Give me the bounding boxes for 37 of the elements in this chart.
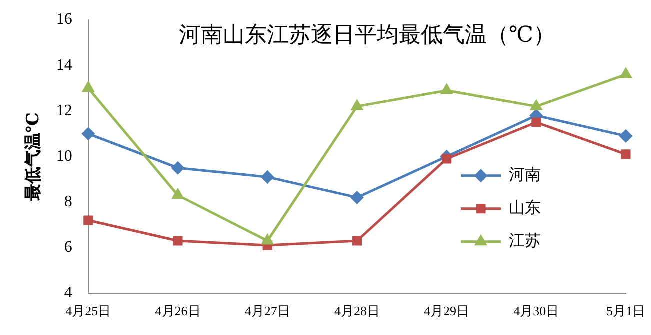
point — [352, 236, 362, 246]
point — [262, 234, 274, 245]
point — [620, 130, 632, 142]
x-tick-label: 5月1日 — [606, 304, 646, 319]
y-tick-label: 4 — [64, 284, 72, 302]
point — [350, 191, 364, 204]
point — [172, 162, 184, 174]
y-tick-label: 8 — [64, 193, 72, 210]
point — [621, 150, 631, 160]
x-tick-label: 4月25日 — [66, 304, 112, 319]
point — [172, 189, 184, 200]
y-axis-title: 最低气温℃ — [24, 112, 43, 202]
x-tick-label: 4月30日 — [514, 304, 560, 319]
legend-label: 河南 — [509, 166, 541, 184]
point — [82, 128, 95, 140]
y-tick-label: 10 — [56, 148, 72, 165]
point — [352, 100, 363, 110]
point — [82, 82, 94, 92]
x-tick-label: 4月27日 — [244, 304, 290, 319]
legend-label: 江苏 — [509, 232, 541, 250]
legend-label: 山东 — [509, 199, 541, 218]
y-tick-label: 16 — [56, 11, 72, 28]
point — [532, 118, 542, 128]
point — [441, 84, 452, 94]
point — [442, 154, 452, 164]
point — [261, 170, 274, 184]
point — [173, 236, 183, 246]
y-tick-label: 14 — [56, 56, 72, 74]
point — [620, 68, 632, 78]
x-tick-label: 4月28日 — [334, 304, 380, 319]
y-tick-label: 6 — [64, 239, 72, 256]
x-tick-label: 4月26日 — [155, 304, 201, 319]
y-tick-label: 12 — [56, 102, 72, 120]
x-tick-label: 4月29日 — [424, 304, 470, 319]
chart-title: 河南山东江苏逐日平均最低气温（℃） — [178, 22, 556, 47]
point — [84, 216, 94, 226]
point — [530, 100, 542, 110]
